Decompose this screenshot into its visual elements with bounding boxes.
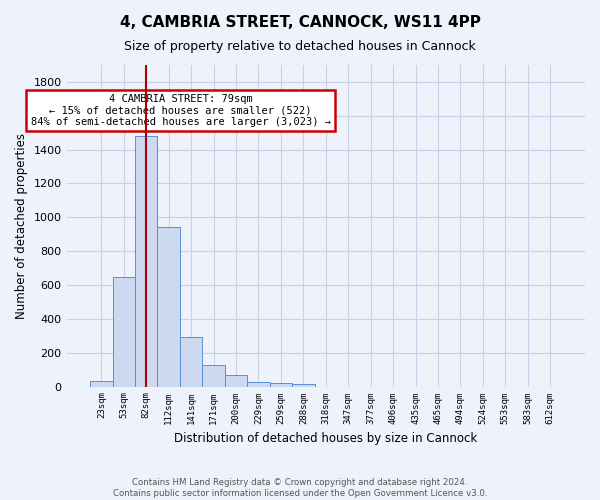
Bar <box>269 383 292 386</box>
Text: Contains HM Land Registry data © Crown copyright and database right 2024.
Contai: Contains HM Land Registry data © Crown c… <box>113 478 487 498</box>
X-axis label: Distribution of detached houses by size in Cannock: Distribution of detached houses by size … <box>174 432 478 445</box>
Bar <box>135 136 157 386</box>
Y-axis label: Number of detached properties: Number of detached properties <box>15 133 28 319</box>
Text: 4, CAMBRIA STREET, CANNOCK, WS11 4PP: 4, CAMBRIA STREET, CANNOCK, WS11 4PP <box>119 15 481 30</box>
Bar <box>225 374 247 386</box>
Bar <box>90 380 113 386</box>
Text: Size of property relative to detached houses in Cannock: Size of property relative to detached ho… <box>124 40 476 53</box>
Bar <box>157 228 180 386</box>
Bar <box>292 384 314 386</box>
Bar <box>113 276 135 386</box>
Text: 4 CAMBRIA STREET: 79sqm
← 15% of detached houses are smaller (522)
84% of semi-d: 4 CAMBRIA STREET: 79sqm ← 15% of detache… <box>31 94 331 127</box>
Bar <box>247 382 269 386</box>
Bar <box>202 364 225 386</box>
Bar <box>180 336 202 386</box>
